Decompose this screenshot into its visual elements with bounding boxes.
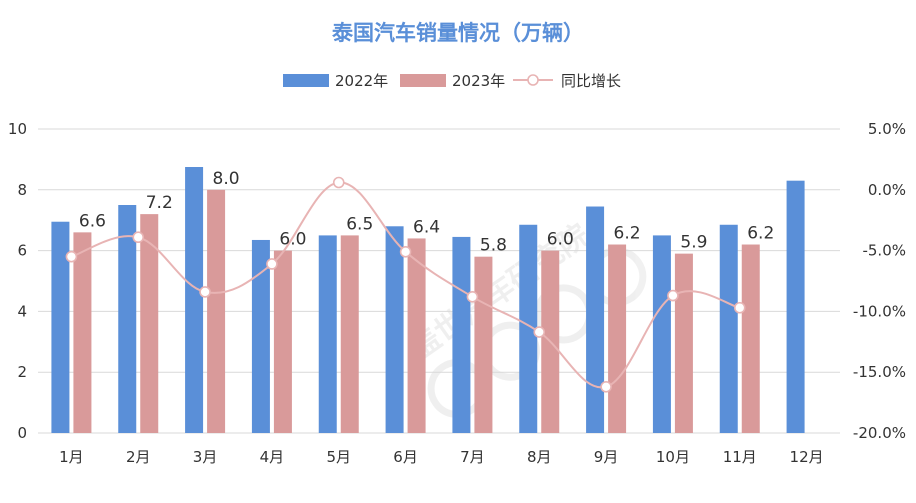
bar-2023 bbox=[140, 214, 159, 433]
y-right-tick-label: -15.0% bbox=[853, 363, 906, 381]
bar-2023 bbox=[407, 238, 426, 433]
x-tick-label: 4月 bbox=[260, 448, 285, 466]
legend-swatch-2022 bbox=[283, 74, 329, 87]
y-right-tick-label: 0.0% bbox=[868, 181, 906, 199]
y-left-tick-label: 6 bbox=[17, 242, 27, 260]
growth-point bbox=[132, 231, 145, 244]
y-left-tick-label: 10 bbox=[8, 120, 27, 138]
x-tick-label: 7月 bbox=[460, 448, 485, 466]
x-tick-label: 8月 bbox=[527, 448, 552, 466]
bar-2023 bbox=[340, 235, 359, 433]
bar-2022 bbox=[452, 236, 471, 433]
legend-label-2023: 2023年 bbox=[452, 72, 505, 90]
bar-2022 bbox=[318, 235, 337, 433]
bar-2023 bbox=[608, 244, 627, 433]
bar-2023 bbox=[73, 232, 92, 433]
data-label-2023: 7.2 bbox=[146, 193, 173, 213]
x-tick-label: 10月 bbox=[656, 448, 690, 466]
bar-2022 bbox=[586, 206, 605, 433]
x-tick-label: 9月 bbox=[594, 448, 619, 466]
y-left-tick-label: 2 bbox=[17, 363, 27, 381]
y-right-tick-label: -5.0% bbox=[862, 242, 906, 260]
x-tick-label: 6月 bbox=[393, 448, 418, 466]
legend-swatch-2023 bbox=[400, 74, 446, 87]
y-left-tick-label: 4 bbox=[17, 302, 27, 320]
bar-2022 bbox=[185, 167, 204, 433]
bar-2023 bbox=[674, 253, 693, 433]
legend: 2022年 2023年 同比增长 bbox=[283, 72, 621, 90]
data-label-2023: 6.0 bbox=[547, 230, 574, 250]
bar-2022 bbox=[652, 235, 671, 433]
x-tick-label: 1月 bbox=[59, 448, 84, 466]
bar-2023 bbox=[273, 250, 292, 433]
x-tick-label: 11月 bbox=[723, 448, 757, 466]
data-label-2023: 6.6 bbox=[79, 211, 106, 231]
bar-2022 bbox=[519, 224, 538, 433]
y-right-tick-label: -20.0% bbox=[853, 424, 906, 442]
growth-point bbox=[533, 326, 546, 338]
data-label-2023: 5.8 bbox=[480, 236, 507, 256]
data-label-2023: 6.5 bbox=[346, 214, 373, 234]
growth-point bbox=[199, 286, 211, 298]
x-tick-label: 12月 bbox=[790, 448, 824, 466]
data-labels: 6.6 7.2 8.0 6.0 6.5 6.4 5.8 6.0 6.2 5.9 6.2 bbox=[79, 169, 774, 256]
growth-point bbox=[667, 289, 679, 302]
axes: 0 2 4 6 8 10 -20.0% -15.0% -10.0% -5.0% 0.0% 5.0% 1月… bbox=[8, 120, 906, 466]
y-right-tick-label: 5.0% bbox=[868, 120, 906, 138]
data-label-2023: 5.9 bbox=[680, 233, 707, 253]
growth-point bbox=[266, 258, 278, 270]
x-tick-label: 5月 bbox=[326, 448, 351, 466]
bar-2023 bbox=[741, 244, 760, 433]
data-label-2023: 8.0 bbox=[213, 169, 240, 189]
x-tick-label: 2月 bbox=[126, 448, 151, 466]
legend-label-growth: 同比增长 bbox=[561, 72, 621, 90]
bar-2022 bbox=[118, 205, 137, 433]
growth-point bbox=[65, 250, 78, 263]
y-left-tick-label: 0 bbox=[17, 424, 27, 442]
bar-2022 bbox=[51, 221, 70, 433]
growth-point bbox=[399, 246, 412, 258]
bar-2022 bbox=[719, 224, 738, 433]
bar-2022 bbox=[786, 180, 805, 433]
y-right-tick-label: -10.0% bbox=[853, 302, 906, 320]
gridlines bbox=[38, 128, 840, 434]
data-label-2023: 6.0 bbox=[279, 230, 306, 250]
bar-2023 bbox=[207, 189, 226, 433]
growth-point bbox=[466, 291, 479, 303]
data-label-2023: 6.4 bbox=[413, 217, 440, 237]
data-label-2023: 6.2 bbox=[747, 224, 774, 244]
bar-2023 bbox=[474, 256, 493, 433]
legend-label-2022: 2022年 bbox=[335, 72, 388, 90]
bar-2022 bbox=[251, 239, 270, 433]
bars bbox=[51, 167, 805, 433]
bar-2022 bbox=[385, 226, 404, 433]
growth-line bbox=[65, 176, 746, 393]
chart-title: 泰国汽车销量情况（万辆） bbox=[331, 21, 584, 45]
legend-marker-growth bbox=[527, 74, 539, 86]
data-label-2023: 6.2 bbox=[614, 224, 641, 244]
growth-point bbox=[332, 176, 345, 189]
growth-point bbox=[733, 301, 746, 314]
y-left-tick-label: 8 bbox=[17, 181, 27, 199]
x-tick-label: 3月 bbox=[193, 448, 218, 466]
growth-point bbox=[600, 380, 612, 393]
